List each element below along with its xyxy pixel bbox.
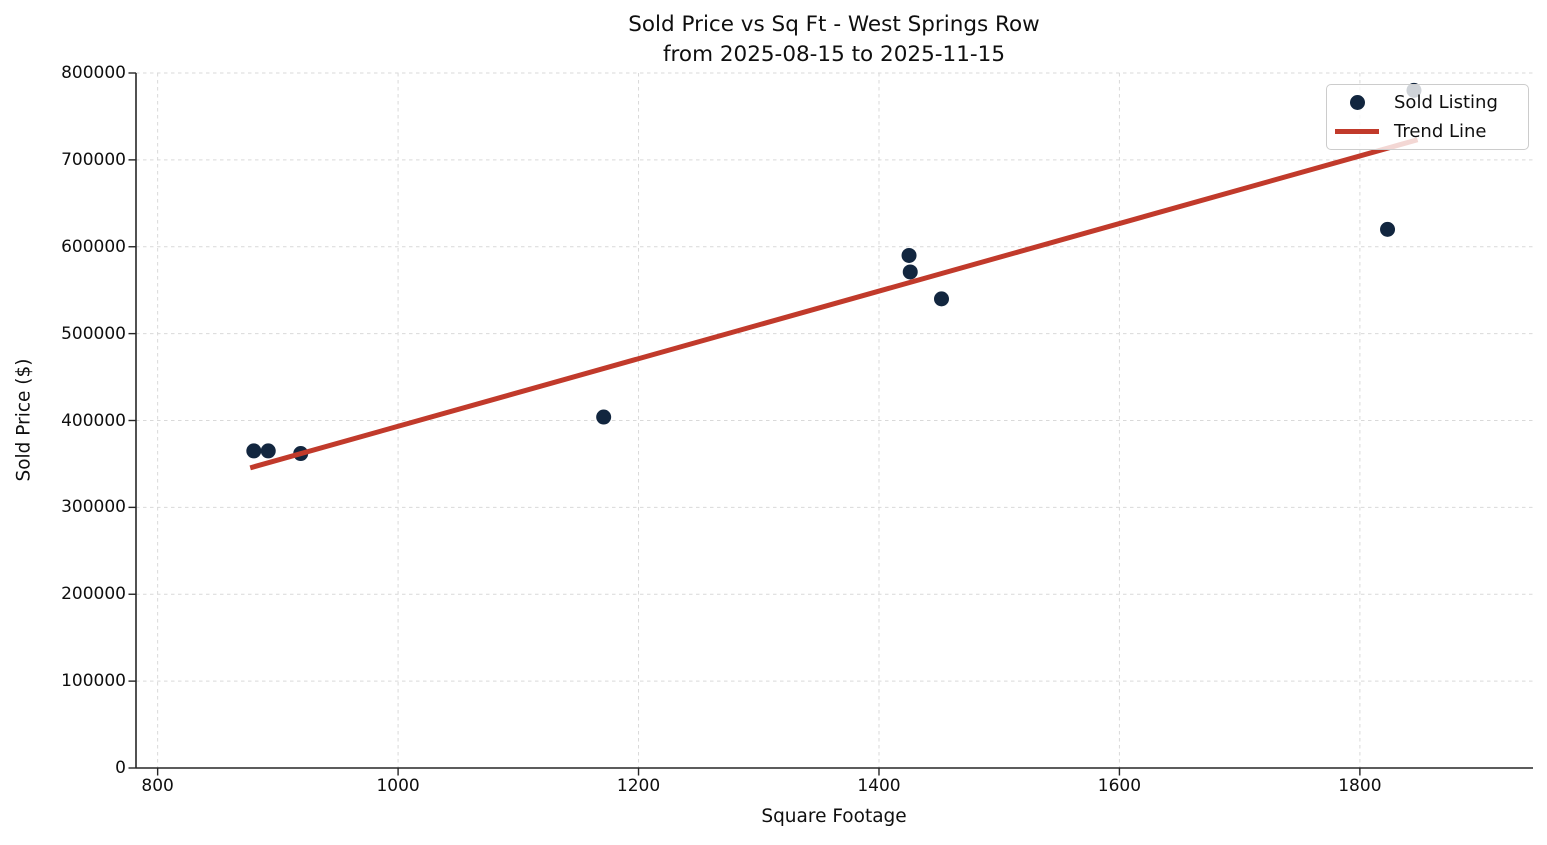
y-axis-label: Sold Price ($) bbox=[13, 358, 35, 482]
y-tick-label: 600000 bbox=[61, 236, 126, 257]
chart-title-line1: Sold Price vs Sq Ft - West Springs Row bbox=[628, 12, 1040, 37]
legend: Sold Listing Trend Line bbox=[1326, 84, 1529, 150]
sold-listing-dot-icon bbox=[1349, 95, 1365, 110]
x-tick-label: 1600 bbox=[1097, 776, 1142, 796]
chart-title: Sold Price vs Sq Ft - West Springs Row f… bbox=[628, 10, 1039, 70]
x-tick-label: 1200 bbox=[616, 776, 661, 796]
scatter-point bbox=[901, 247, 917, 263]
scatter-point bbox=[1380, 221, 1396, 237]
x-tick-label: 1400 bbox=[857, 776, 901, 796]
y-tick-label: 400000 bbox=[61, 410, 126, 431]
chart-title-line2: from 2025-08-15 to 2025-11-15 bbox=[662, 42, 1006, 67]
y-tick-label: 200000 bbox=[61, 584, 126, 605]
legend-marker-box bbox=[1333, 129, 1381, 134]
x-tick-label: 1000 bbox=[376, 776, 420, 796]
x-axis-label: Square Footage bbox=[761, 806, 907, 827]
legend-marker-box bbox=[1333, 95, 1381, 110]
legend-label: Sold Listing bbox=[1394, 92, 1498, 113]
scatter-point bbox=[902, 264, 918, 280]
y-tick-label: 500000 bbox=[61, 323, 126, 344]
scatter-point bbox=[246, 443, 262, 459]
trend-line-swatch-icon bbox=[1335, 129, 1379, 134]
legend-item-sold-listing: Sold Listing bbox=[1327, 88, 1528, 117]
y-tick-label: 800000 bbox=[61, 63, 126, 83]
x-tick-label: 800 bbox=[141, 776, 174, 796]
legend-label: Trend Line bbox=[1394, 121, 1487, 142]
x-tick-label: 1800 bbox=[1338, 776, 1382, 796]
scatter-point bbox=[260, 443, 276, 459]
y-tick-label: 700000 bbox=[61, 149, 126, 170]
scatter-point bbox=[596, 409, 612, 425]
y-tick-label: 100000 bbox=[61, 671, 126, 692]
trend-line bbox=[249, 137, 1419, 471]
legend-item-trend-line: Trend Line bbox=[1327, 117, 1528, 146]
y-tick-label: 0 bbox=[115, 758, 126, 778]
y-tick-label: 300000 bbox=[61, 497, 126, 518]
scatter-point bbox=[933, 291, 949, 307]
